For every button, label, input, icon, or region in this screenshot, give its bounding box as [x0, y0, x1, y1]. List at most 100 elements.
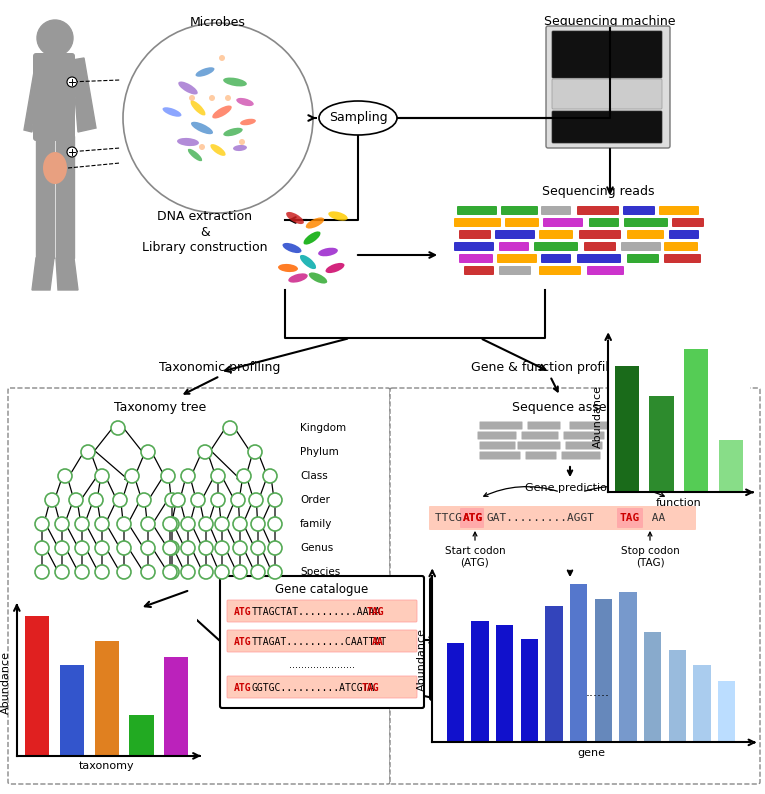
- Text: Gene catalogue: Gene catalogue: [275, 584, 369, 596]
- Text: GGTGC..........ATCGTA: GGTGC..........ATCGTA: [252, 683, 376, 693]
- Circle shape: [233, 541, 247, 555]
- Circle shape: [215, 565, 229, 579]
- Circle shape: [171, 493, 185, 507]
- Circle shape: [141, 445, 155, 459]
- Circle shape: [191, 493, 205, 507]
- Circle shape: [137, 493, 151, 507]
- Text: DNA extraction
&
Library construction: DNA extraction & Library construction: [142, 210, 268, 253]
- FancyBboxPatch shape: [649, 452, 679, 460]
- Text: Sampling: Sampling: [329, 111, 387, 125]
- FancyBboxPatch shape: [519, 622, 542, 638]
- Ellipse shape: [288, 273, 308, 283]
- Bar: [129, 715, 154, 756]
- Bar: [447, 643, 464, 742]
- Circle shape: [163, 517, 177, 531]
- Circle shape: [69, 493, 83, 507]
- FancyBboxPatch shape: [568, 603, 592, 620]
- Ellipse shape: [300, 255, 316, 269]
- FancyBboxPatch shape: [562, 452, 601, 460]
- Text: TTAGAT..........CAATTAT: TTAGAT..........CAATTAT: [252, 637, 387, 647]
- Circle shape: [67, 77, 77, 87]
- Text: Taxonomy tree: Taxonomy tree: [114, 402, 206, 414]
- Circle shape: [165, 517, 179, 531]
- FancyBboxPatch shape: [33, 53, 75, 141]
- FancyBboxPatch shape: [8, 388, 390, 784]
- Text: ATG: ATG: [463, 513, 483, 523]
- Circle shape: [141, 541, 155, 555]
- FancyBboxPatch shape: [664, 254, 701, 263]
- FancyBboxPatch shape: [544, 603, 568, 620]
- Bar: [669, 649, 686, 742]
- FancyBboxPatch shape: [429, 506, 696, 530]
- FancyBboxPatch shape: [441, 601, 598, 643]
- Bar: [620, 592, 636, 742]
- FancyBboxPatch shape: [546, 26, 670, 148]
- Ellipse shape: [328, 211, 348, 221]
- FancyBboxPatch shape: [499, 242, 529, 251]
- FancyBboxPatch shape: [607, 452, 644, 460]
- Circle shape: [181, 517, 195, 531]
- Text: TTCG: TTCG: [435, 513, 469, 523]
- Bar: [60, 665, 84, 756]
- Ellipse shape: [318, 248, 338, 256]
- FancyBboxPatch shape: [526, 452, 556, 460]
- Circle shape: [95, 565, 109, 579]
- Circle shape: [111, 421, 125, 435]
- Circle shape: [263, 469, 277, 483]
- FancyBboxPatch shape: [610, 441, 643, 449]
- Circle shape: [55, 517, 69, 531]
- Circle shape: [438, 646, 482, 690]
- Ellipse shape: [304, 231, 321, 245]
- Circle shape: [75, 565, 89, 579]
- Circle shape: [165, 565, 179, 579]
- FancyBboxPatch shape: [469, 603, 493, 620]
- Circle shape: [198, 445, 212, 459]
- FancyBboxPatch shape: [459, 230, 491, 239]
- Ellipse shape: [236, 98, 254, 106]
- Ellipse shape: [449, 654, 461, 662]
- Text: TTAGCTAT..........AAAA: TTAGCTAT..........AAAA: [252, 607, 381, 617]
- Bar: [545, 606, 562, 742]
- Circle shape: [211, 493, 225, 507]
- Circle shape: [89, 493, 103, 507]
- Ellipse shape: [43, 152, 67, 184]
- Text: Gene prediction: Gene prediction: [526, 483, 614, 493]
- Circle shape: [223, 421, 237, 435]
- Circle shape: [225, 95, 231, 101]
- Text: AA: AA: [645, 513, 666, 523]
- FancyBboxPatch shape: [519, 603, 542, 620]
- FancyBboxPatch shape: [614, 422, 643, 430]
- Circle shape: [141, 565, 155, 579]
- FancyBboxPatch shape: [664, 242, 698, 251]
- Polygon shape: [56, 136, 74, 258]
- Bar: [718, 680, 735, 742]
- Circle shape: [209, 95, 215, 101]
- FancyBboxPatch shape: [541, 254, 571, 263]
- Text: Microbes: Microbes: [190, 16, 246, 29]
- Y-axis label: Abundance: Abundance: [593, 385, 603, 449]
- FancyBboxPatch shape: [577, 254, 621, 263]
- Polygon shape: [72, 58, 96, 132]
- FancyBboxPatch shape: [464, 266, 494, 275]
- Ellipse shape: [282, 243, 301, 253]
- Text: KEGG: KEGG: [500, 618, 539, 630]
- Circle shape: [251, 565, 265, 579]
- Polygon shape: [24, 60, 40, 132]
- Text: family: family: [300, 519, 332, 529]
- Circle shape: [58, 469, 72, 483]
- Text: GAT.........AGGT: GAT.........AGGT: [487, 513, 595, 523]
- FancyBboxPatch shape: [493, 603, 517, 620]
- Circle shape: [233, 565, 247, 579]
- Text: Order: Order: [300, 495, 330, 505]
- Bar: [614, 366, 639, 492]
- FancyBboxPatch shape: [579, 230, 621, 239]
- Circle shape: [251, 517, 265, 531]
- Ellipse shape: [188, 148, 202, 161]
- FancyBboxPatch shape: [647, 431, 681, 440]
- FancyBboxPatch shape: [568, 622, 592, 638]
- FancyBboxPatch shape: [227, 600, 417, 622]
- Text: Phylum: Phylum: [300, 447, 339, 457]
- FancyBboxPatch shape: [499, 266, 531, 275]
- Text: ......................: ......................: [289, 660, 355, 670]
- FancyBboxPatch shape: [227, 630, 417, 652]
